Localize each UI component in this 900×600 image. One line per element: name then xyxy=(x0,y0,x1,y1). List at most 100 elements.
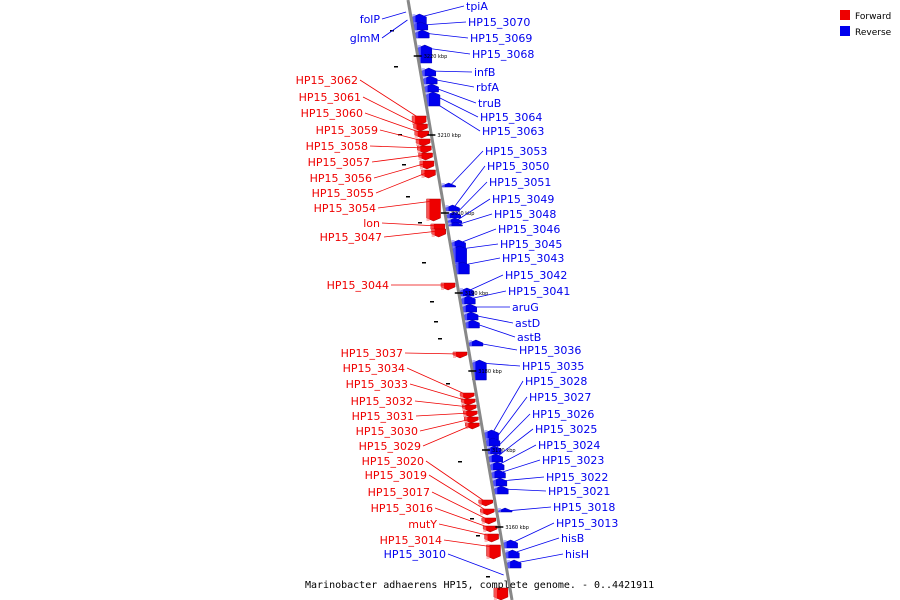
gene-label-hp15-3058[interactable]: HP15_3058 xyxy=(306,140,368,153)
gene-label-hp15-3029[interactable]: HP15_3029 xyxy=(359,440,421,453)
gene-label-hp15-3054[interactable]: HP15_3054 xyxy=(314,202,376,215)
gene-label-hp15-3023[interactable]: HP15_3023 xyxy=(542,454,604,467)
gene-label-glmm[interactable]: glmM xyxy=(350,32,380,45)
scale-tick-label: 3210 kbp xyxy=(437,133,461,139)
gene-label-hp15-3051[interactable]: HP15_3051 xyxy=(489,176,551,189)
gene-label-hp15-3057[interactable]: HP15_3057 xyxy=(308,156,370,169)
gene-label-hp15-3035[interactable]: HP15_3035 xyxy=(522,360,584,373)
gene-shading xyxy=(462,304,466,312)
scale-tick-label: 3200 kbp xyxy=(451,211,475,217)
forward-leader-line xyxy=(381,222,438,227)
forward-leader-line xyxy=(422,424,473,447)
forward-leader-line xyxy=(375,171,429,194)
gene-shading xyxy=(455,262,459,274)
gene-label-hp15-3049[interactable]: HP15_3049 xyxy=(492,193,554,206)
gene-label-hp15-3034[interactable]: HP15_3034 xyxy=(343,362,405,375)
gene-label-rbfa[interactable]: rbfA xyxy=(476,81,499,94)
gene-label-hp15-3013[interactable]: HP15_3013 xyxy=(556,517,618,530)
gene-label-hp15-3050[interactable]: HP15_3050 xyxy=(487,160,549,173)
gene-label-hp15-3027[interactable]: HP15_3027 xyxy=(529,391,591,404)
gene-label-hp15-3041[interactable]: HP15_3041 xyxy=(508,285,570,298)
reverse-leader-line xyxy=(435,102,481,132)
gene-label-hp15-3025[interactable]: HP15_3025 xyxy=(535,423,597,436)
gene-label-infb[interactable]: infB xyxy=(474,66,495,79)
gene-fragment xyxy=(430,301,434,303)
gene-label-hp15-3069[interactable]: HP15_3069 xyxy=(470,32,532,45)
gene-label-hp15-3018[interactable]: HP15_3018 xyxy=(553,501,615,514)
reverse-leader-line xyxy=(433,94,479,118)
gene-label-muty[interactable]: mutY xyxy=(408,518,437,531)
gene-label-hp15-3020[interactable]: HP15_3020 xyxy=(362,455,424,468)
gene-label-hp15-3028[interactable]: HP15_3028 xyxy=(525,375,587,388)
gene-label-hp15-3036[interactable]: HP15_3036 xyxy=(519,344,581,357)
gene-shading xyxy=(486,545,490,559)
gene-label-hp15-3056[interactable]: HP15_3056 xyxy=(310,172,372,185)
gene-shading xyxy=(418,153,422,160)
reverse-leader-line xyxy=(381,11,407,20)
gene-label-hp15-3014[interactable]: HP15_3014 xyxy=(380,534,442,547)
caption: Marinobacter adhaerens HP15, complete ge… xyxy=(305,580,654,591)
gene-label-hp15-3048[interactable]: HP15_3048 xyxy=(494,208,556,221)
reverse-leader-line xyxy=(429,70,473,73)
gene-labels: HP15_3062 HP15_3061 HP15_3060 HP15_3059 HP15… xyxy=(296,0,619,561)
gene-label-folp[interactable]: folP xyxy=(360,13,381,26)
gene-shading xyxy=(463,411,467,417)
gene-label-hp15-3059[interactable]: HP15_3059 xyxy=(316,124,378,137)
gene-label-hp15-3043[interactable]: HP15_3043 xyxy=(502,252,564,265)
gene-label-hp15-3055[interactable]: HP15_3055 xyxy=(312,187,374,200)
gene-shading xyxy=(421,68,425,76)
gene-shading xyxy=(413,124,417,131)
scale-tick-label: 3180 kbp xyxy=(478,369,502,375)
legend-forward-label: Forward xyxy=(855,12,891,22)
gene-label-hp15-3063[interactable]: HP15_3063 xyxy=(482,125,544,138)
gene-shading xyxy=(459,288,463,296)
forward-leader-line xyxy=(428,474,488,512)
gene-label-hp15-3064[interactable]: HP15_3064 xyxy=(480,111,542,124)
gene-shading xyxy=(468,340,472,346)
gene-label-trub[interactable]: truB xyxy=(478,97,501,110)
gene-label-hp15-3021[interactable]: HP15_3021 xyxy=(548,485,610,498)
gene-label-hisb[interactable]: hisB xyxy=(561,532,584,545)
gene-label-hp15-3022[interactable]: HP15_3022 xyxy=(546,471,608,484)
forward-leader-line xyxy=(364,112,422,134)
gene-label-hp15-3053[interactable]: HP15_3053 xyxy=(485,145,547,158)
gene-label-hp15-3037[interactable]: HP15_3037 xyxy=(341,347,403,360)
gene-label-hp15-3032[interactable]: HP15_3032 xyxy=(351,395,413,408)
gene-shading xyxy=(412,14,416,28)
gene-label-hp15-3045[interactable]: HP15_3045 xyxy=(500,238,562,251)
gene-label-hp15-3026[interactable]: HP15_3026 xyxy=(532,408,594,421)
gene-label-hp15-3010[interactable]: HP15_3010 xyxy=(384,548,446,561)
gene-label-hp15-3061[interactable]: HP15_3061 xyxy=(299,91,361,104)
reverse-leader-line xyxy=(506,506,552,512)
gene-label-hp15-3033[interactable]: HP15_3033 xyxy=(346,378,408,391)
scale-tick-label: 3220 kbp xyxy=(424,54,448,60)
gene-label-hp15-3016[interactable]: HP15_3016 xyxy=(371,502,433,515)
gene-label-hp15-3060[interactable]: HP15_3060 xyxy=(301,107,363,120)
gene-fragment xyxy=(446,383,450,385)
gene-label-hp15-3030[interactable]: HP15_3030 xyxy=(356,425,418,438)
gene-label-tpia[interactable]: tpiA xyxy=(466,0,488,13)
gene-label-arug[interactable]: aruG xyxy=(512,301,539,314)
gene-label-hp15-3031[interactable]: HP15_3031 xyxy=(352,410,414,423)
gene-label-hp15-3046[interactable]: HP15_3046 xyxy=(498,223,560,236)
reverse-leader-line xyxy=(513,537,560,554)
gene-shading xyxy=(465,423,469,429)
gene-shading xyxy=(441,183,445,187)
reverse-leader-line xyxy=(511,522,555,544)
gene-label-astb[interactable]: astB xyxy=(517,331,541,344)
gene-label-hp15-3019[interactable]: HP15_3019 xyxy=(365,469,427,482)
reverse-leader-line xyxy=(496,428,534,458)
gene-label-hp15-3068[interactable]: HP15_3068 xyxy=(472,48,534,61)
gene-label-astd[interactable]: astD xyxy=(515,317,540,330)
gene-label-lon[interactable]: lon xyxy=(363,217,380,230)
gene-shading xyxy=(425,92,429,106)
gene-label-hp15-3042[interactable]: HP15_3042 xyxy=(505,269,567,282)
gene-label-hp15-3024[interactable]: HP15_3024 xyxy=(538,439,600,452)
gene-label-hp15-3062[interactable]: HP15_3062 xyxy=(296,74,358,87)
gene-label-hish[interactable]: hisH xyxy=(565,548,589,561)
gene-shading xyxy=(461,399,465,405)
gene-label-hp15-3047[interactable]: HP15_3047 xyxy=(320,231,382,244)
gene-label-hp15-3017[interactable]: HP15_3017 xyxy=(368,486,430,499)
gene-label-hp15-3044[interactable]: HP15_3044 xyxy=(327,279,389,292)
gene-label-hp15-3070[interactable]: HP15_3070 xyxy=(468,16,530,29)
